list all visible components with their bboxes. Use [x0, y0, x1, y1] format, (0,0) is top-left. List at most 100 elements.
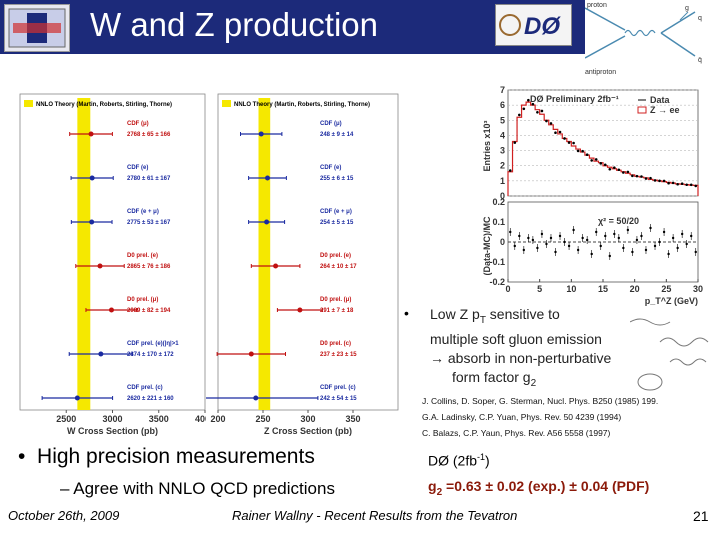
data-point: [585, 153, 589, 157]
data-point: [554, 131, 557, 135]
data-point: [98, 351, 104, 357]
data-point: [649, 176, 652, 180]
point-value: 264 ± 10 ± 17: [320, 264, 357, 270]
feynman-label-proton: proton: [587, 2, 607, 9]
ratio-tick-label: -0.1: [489, 257, 505, 267]
ratio-point: [622, 246, 625, 250]
x-axis-label: W Cross Section (pb): [67, 426, 158, 436]
x-tick-label: 200: [210, 414, 225, 424]
ratio-point: [644, 248, 648, 252]
x-tick-label: 25: [661, 284, 671, 294]
ratio-point: [595, 230, 598, 234]
data-point: [265, 175, 270, 181]
data-point: [89, 219, 95, 225]
d0-logo-text: DØ: [524, 13, 561, 40]
data-point: [248, 351, 254, 357]
data-point: [590, 159, 593, 162]
point-name: D0 prel. (e): [127, 253, 158, 259]
ratio-point: [540, 232, 544, 236]
data-point: [88, 131, 94, 137]
data-point: [540, 109, 544, 113]
x-tick-label: 2500: [56, 414, 76, 424]
data-point: [567, 141, 571, 144]
data-point: [513, 141, 517, 144]
data-point: [608, 167, 612, 171]
point-value: 291 ± 7 ± 18: [320, 308, 354, 314]
reference-2: G.A. Ladinsky, C.P. Yuan, Phys. Rev. 50 …: [422, 412, 622, 422]
data-point: [97, 263, 103, 269]
data-point: [685, 183, 688, 187]
data-point: [689, 183, 693, 187]
ratio-point: [572, 228, 575, 232]
point-name: CDF (e): [320, 165, 341, 171]
data-point: [594, 158, 598, 161]
gluon-scribble-decoration: [630, 318, 709, 391]
data-point: [545, 119, 548, 123]
data-point: [558, 130, 562, 134]
ratio-point: [599, 244, 602, 248]
data-point: [617, 168, 621, 172]
point-value: 254 ± 5 ± 15: [320, 220, 354, 226]
ratio-point: [522, 248, 526, 252]
y-tick-label: 1: [500, 176, 505, 186]
data-point: [680, 182, 684, 186]
ratio-point: [613, 232, 616, 236]
ratio-point: [617, 236, 621, 240]
ratio-point: [671, 236, 675, 240]
legend-mc-marker: [637, 106, 647, 114]
data-point: [563, 137, 566, 140]
page-number: 21: [693, 508, 709, 524]
footer-date: October 26th, 2009: [8, 508, 120, 523]
point-name: D0 prel. (μ): [127, 297, 158, 303]
ratio-point: [690, 234, 693, 238]
point-name: CDF (e + μ): [127, 209, 159, 215]
ratio-point: [662, 230, 666, 234]
ratio-point: [581, 236, 584, 240]
feynman-diagram: proton antiproton g q q̄: [584, 0, 720, 80]
point-value: 2989 ± 82 ± 194: [127, 308, 171, 314]
data-point: [662, 179, 666, 183]
x-tick-label: 300: [300, 414, 315, 424]
ratio-point: [608, 254, 611, 258]
data-point: [74, 395, 80, 401]
ratio-point: [626, 228, 630, 232]
data-point: [653, 179, 657, 182]
pt-chart-title: DØ Preliminary 2fb⁻¹: [530, 94, 619, 104]
x-tick-label: 5: [537, 284, 542, 294]
data-point: [644, 177, 648, 180]
point-name: CDF (μ): [320, 121, 342, 127]
ratio-point: [590, 252, 593, 256]
point-name: CDF prel. (e)(|η|>1: [127, 341, 179, 347]
point-value: 2874 ± 170 ± 172: [127, 352, 174, 358]
legend-label: NNLO Theory (Martin, Roberts, Stirling, …: [36, 102, 172, 108]
data-point: [108, 307, 114, 313]
ratio-tick-label: 0.2: [492, 197, 505, 207]
point-value: 2768 ± 65 ± 166: [127, 132, 171, 138]
w-cross-section-chart: NNLO Theory (Martin, Roberts, Stirling, …: [8, 88, 213, 438]
chi2-label: χ² = 50/20: [598, 216, 639, 226]
ratio-point: [558, 234, 562, 238]
data-point: [658, 179, 661, 183]
point-name: CDF (e + μ): [320, 209, 352, 215]
point-value: 242 ± 54 ± 15: [320, 396, 357, 402]
ratio-point: [649, 226, 652, 230]
ratio-tick-label: 0: [500, 237, 505, 247]
feynman-label-qbar: q̄: [698, 57, 702, 64]
header-band: [0, 0, 585, 54]
feynman-label-g: g: [685, 5, 689, 12]
x-tick-label: 3500: [149, 414, 169, 424]
x-tick-label: 3000: [102, 414, 122, 424]
point-name: D0 prel. (e): [320, 253, 351, 259]
point-value: 2775 ± 53 ± 167: [127, 220, 171, 226]
point-value: 237 ± 23 ± 15: [320, 352, 357, 358]
ratio-point: [585, 238, 589, 242]
data-point: [536, 110, 539, 114]
ratio-point: [604, 234, 607, 238]
ratio-point: [667, 252, 670, 256]
main-bullet: • High precision measurements: [18, 445, 315, 468]
ratio-point: [531, 238, 535, 242]
ratio-point: [680, 232, 684, 236]
ratio-tick-label: 0.1: [492, 217, 505, 227]
data-point: [273, 263, 279, 269]
references: J. Collins, D. Soper, G. Sterman, Nucl. …: [422, 393, 658, 441]
